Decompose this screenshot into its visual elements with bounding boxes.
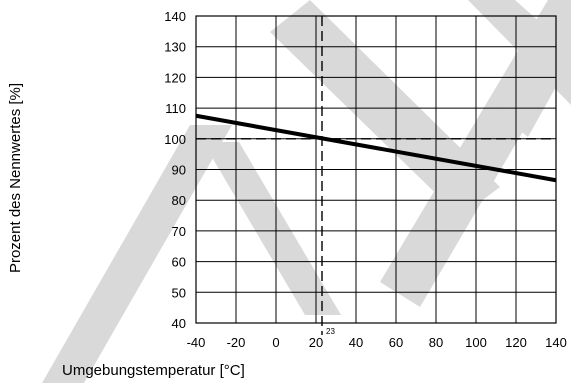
x-tick-label: -40 [187,335,206,350]
y-axis-label: Prozent des Nennwertes [%] [7,83,24,273]
watermark-stripe [500,0,571,137]
x-tick-label: 0 [272,335,279,350]
y-tick-label: 110 [165,101,186,116]
watermark-stripe [42,125,232,383]
y-tick-label: 140 [164,9,186,24]
y-tick-label: 60 [172,255,186,270]
x-tick-label: 80 [429,335,443,350]
x-tick-label: 60 [389,335,403,350]
y-tick-label: 100 [164,132,186,147]
y-tick-label: 40 [172,316,186,331]
y-tick-label: 90 [172,163,186,178]
y-tick-label: 120 [164,70,186,85]
x-tick-label: 140 [545,335,567,350]
y-tick-label: 80 [172,193,186,208]
y-tick-label: 130 [164,40,186,55]
x-tick-label: 100 [465,335,487,350]
x-tick-label: 40 [349,335,363,350]
x-tick-label: 120 [505,335,527,350]
y-tick-label: 50 [172,285,186,300]
series-line [195,113,557,183]
series [195,113,557,183]
x-tick-label: -20 [227,335,246,350]
watermark [42,0,571,383]
reference-lines: 23 [196,16,556,336]
x-axis-label: Umgebungstemperatur [°C] [62,362,245,379]
y-tick-label: 70 [172,224,186,239]
watermark-stripe [203,142,341,315]
reference-line-x-label: 23 [326,327,335,336]
x-tick-label: 20 [309,335,323,350]
tick-labels: -40 -20 0 20 40 60 80 100 120 140 40 50 60 70 80 90 100 1… [164,9,567,350]
plot-frame [195,15,557,324]
